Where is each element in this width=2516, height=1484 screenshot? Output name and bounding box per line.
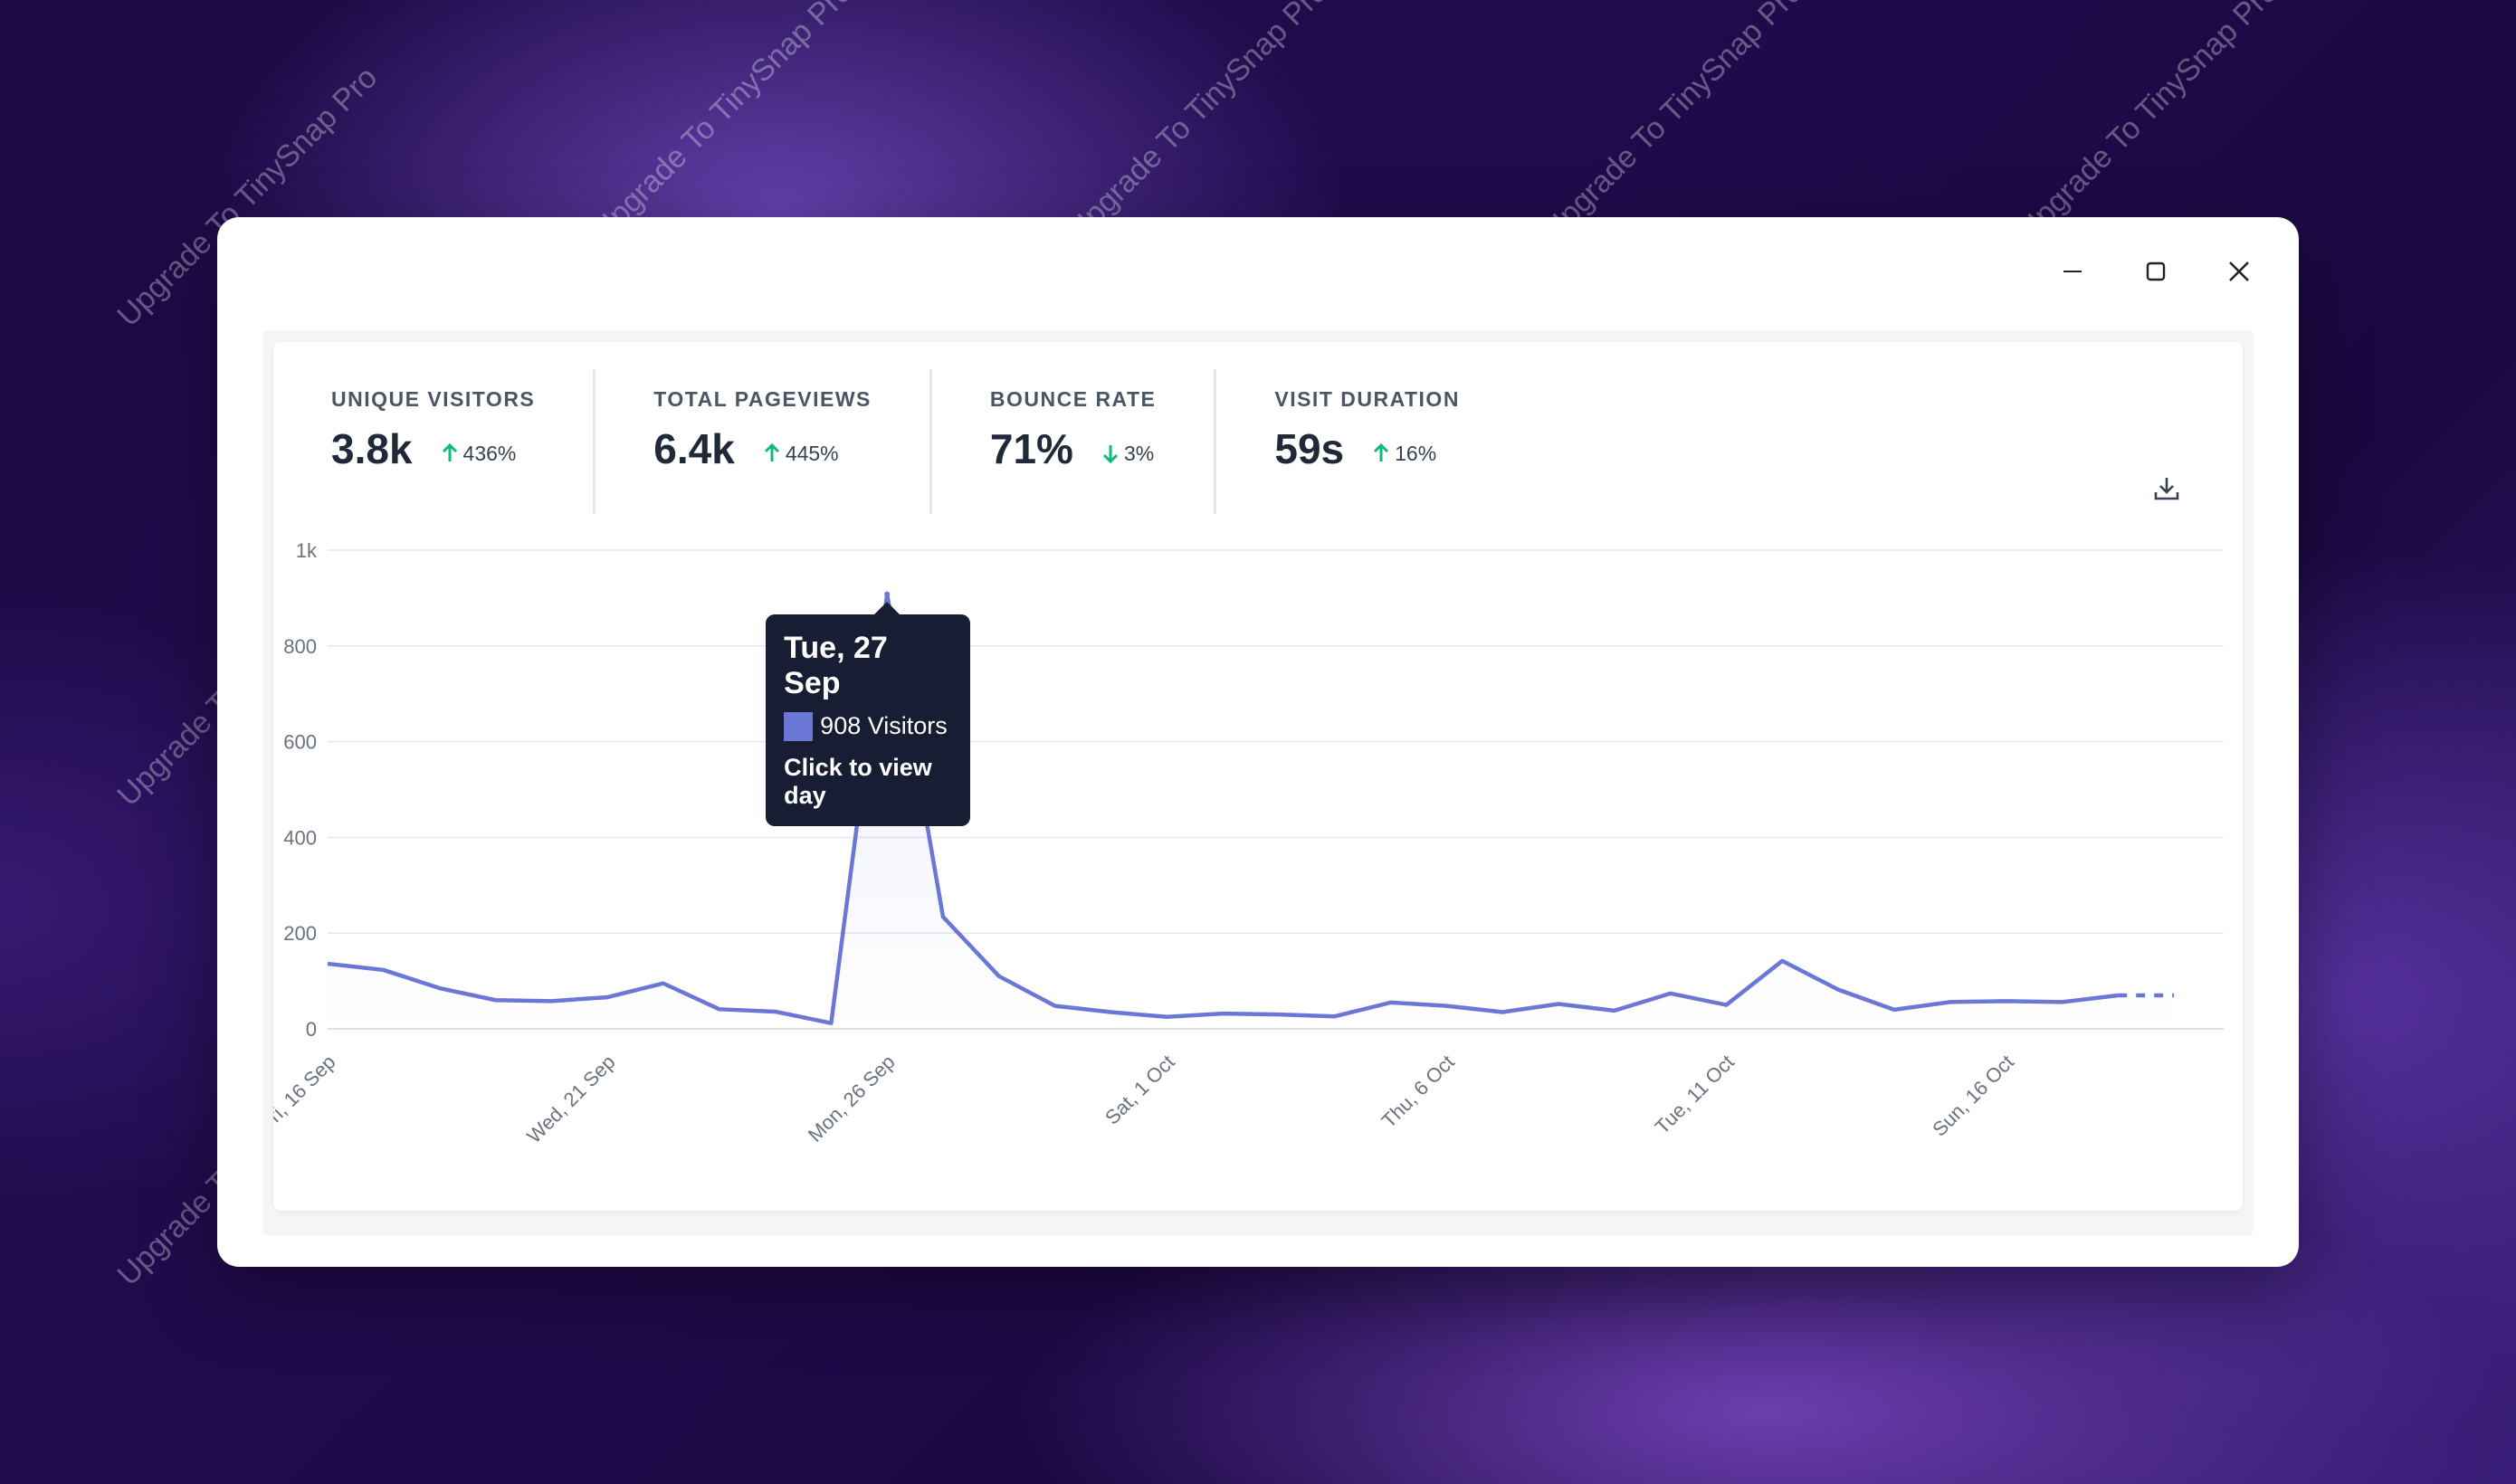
stat-change: 436% <box>442 441 517 466</box>
data-point[interactable] <box>1612 1008 1617 1013</box>
data-point[interactable] <box>2059 999 2064 1004</box>
data-point[interactable] <box>1835 987 1841 993</box>
stat-value: 71% <box>989 425 1073 472</box>
data-point[interactable] <box>773 1009 778 1014</box>
data-point[interactable] <box>1444 1004 1449 1009</box>
data-point[interactable] <box>492 997 498 1003</box>
data-point[interactable] <box>2171 993 2177 998</box>
data-point[interactable] <box>1388 1000 1394 1005</box>
close-icon <box>2229 262 2249 281</box>
stat-value: 3.8k <box>331 425 413 472</box>
data-point[interactable] <box>828 1021 834 1026</box>
data-point[interactable] <box>1668 991 1673 996</box>
y-tick-label: 200 <box>283 922 317 945</box>
data-point[interactable] <box>996 974 1002 979</box>
data-point[interactable] <box>1500 1009 1505 1014</box>
y-tick-label: 0 <box>306 1018 317 1041</box>
minimize-button[interactable] <box>2031 235 2114 308</box>
stat-change-value: 445% <box>785 441 839 465</box>
watermark-text: Upgrade To TinySnap Pro <box>586 0 860 248</box>
data-point[interactable] <box>2004 998 2009 1004</box>
x-tick-label: Thu, 6 Oct <box>1377 1051 1459 1132</box>
watermark-text: Upgrade To TinySnap Pro <box>1061 0 1335 248</box>
y-tick-label: 600 <box>283 731 317 754</box>
window-controls <box>2031 235 2281 308</box>
maximize-icon <box>2146 262 2166 281</box>
arrow-up-icon <box>764 443 779 461</box>
data-point[interactable] <box>1108 1009 1113 1014</box>
data-point[interactable] <box>1948 999 1953 1004</box>
stat-label: BOUNCE RATE <box>989 387 1157 411</box>
data-point[interactable] <box>605 994 610 1000</box>
x-tick-label: Fri, 16 Sep <box>273 1051 340 1136</box>
x-tick-label: Wed, 21 Sep <box>522 1051 619 1147</box>
download-button[interactable] <box>2147 469 2187 509</box>
data-point[interactable] <box>2115 993 2120 998</box>
data-point[interactable] <box>1220 1011 1225 1016</box>
stat-change: 445% <box>764 442 839 466</box>
data-point[interactable] <box>1556 1001 1561 1006</box>
data-point[interactable] <box>1892 1007 1897 1013</box>
stat-value: 59s <box>1274 425 1345 472</box>
y-tick-label: 400 <box>283 826 317 849</box>
tooltip-date: Tue, 27 Sep <box>784 630 888 700</box>
stat-value: 6.4k <box>653 425 735 472</box>
data-point[interactable] <box>548 998 554 1004</box>
visitors-chart[interactable]: 0 200 400 600 800 1k Fri, 16 Sep Wed, 21 Sep Mon… <box>273 342 2243 1211</box>
stat-change-value: 436% <box>462 441 517 465</box>
stat-label: TOTAL PAGEVIEWS <box>653 387 872 411</box>
watermark-text: Upgrade To TinySnap Pro <box>2011 0 2285 248</box>
data-point[interactable] <box>717 1006 722 1012</box>
stat-change: 3% <box>1102 442 1154 466</box>
x-tick-label: Sun, 16 Oct <box>1928 1051 2018 1141</box>
arrow-up-icon <box>442 443 457 461</box>
stat-bounce-rate[interactable]: BOUNCE RATE 71% 3% <box>932 369 1217 514</box>
visitors-area <box>328 594 2174 1029</box>
data-point[interactable] <box>1053 1004 1058 1009</box>
data-point[interactable] <box>437 985 443 991</box>
visitors-line <box>327 592 2119 1025</box>
stat-change-value: 16% <box>1395 441 1437 465</box>
data-point[interactable] <box>1779 958 1785 964</box>
data-point[interactable] <box>661 981 666 986</box>
stats-row: UNIQUE VISITORS 3.8k 436% TOTAL PAGEVIEW… <box>273 342 1518 523</box>
x-tick-label: Tue, 11 Oct <box>1651 1051 1739 1138</box>
close-button[interactable] <box>2197 235 2281 308</box>
stat-change: 16% <box>1373 442 1436 466</box>
tooltip-value: 908 Visitors <box>820 712 948 740</box>
y-tick-label: 1k <box>296 539 318 562</box>
app-window: UNIQUE VISITORS 3.8k 436% TOTAL PAGEVIEW… <box>217 217 2299 1267</box>
tooltip-cta[interactable]: Click to view day <box>784 753 932 809</box>
maximize-button[interactable] <box>2114 235 2197 308</box>
analytics-panel: UNIQUE VISITORS 3.8k 436% TOTAL PAGEVIEW… <box>273 342 2243 1211</box>
stat-total-pageviews[interactable]: TOTAL PAGEVIEWS 6.4k 445% <box>596 369 932 514</box>
data-point[interactable] <box>884 591 891 597</box>
tooltip-swatch <box>784 711 814 741</box>
data-point[interactable] <box>940 914 946 919</box>
data-point[interactable] <box>1276 1012 1282 1017</box>
x-tick-label: Mon, 26 Sep <box>804 1051 900 1146</box>
arrow-down-icon <box>1102 445 1119 463</box>
watermark-text: Upgrade To TinySnap Pro <box>1536 0 1810 248</box>
download-icon <box>2154 478 2179 500</box>
data-point[interactable] <box>1164 1014 1169 1020</box>
tooltip-series-row: 908 Visitors <box>784 711 952 741</box>
stat-label: VISIT DURATION <box>1274 387 1460 411</box>
x-tick-label: Sat, 1 Oct <box>1101 1051 1179 1129</box>
data-point[interactable] <box>381 967 386 973</box>
data-point[interactable] <box>325 961 330 966</box>
minimize-icon <box>2063 271 2082 272</box>
data-point[interactable] <box>1332 1013 1338 1019</box>
stat-change-value: 3% <box>1123 441 1155 465</box>
chart-tooltip[interactable]: Tue, 27 Sep 908 Visitors Click to view d… <box>766 601 971 826</box>
stat-unique-visitors[interactable]: UNIQUE VISITORS 3.8k 436% <box>273 369 596 514</box>
stat-label: UNIQUE VISITORS <box>331 387 536 411</box>
arrow-up-icon <box>1374 443 1389 461</box>
y-tick-label: 800 <box>283 635 317 658</box>
stat-visit-duration[interactable]: VISIT DURATION 59s 16% <box>1216 369 1518 514</box>
data-point[interactable] <box>1723 1003 1729 1008</box>
